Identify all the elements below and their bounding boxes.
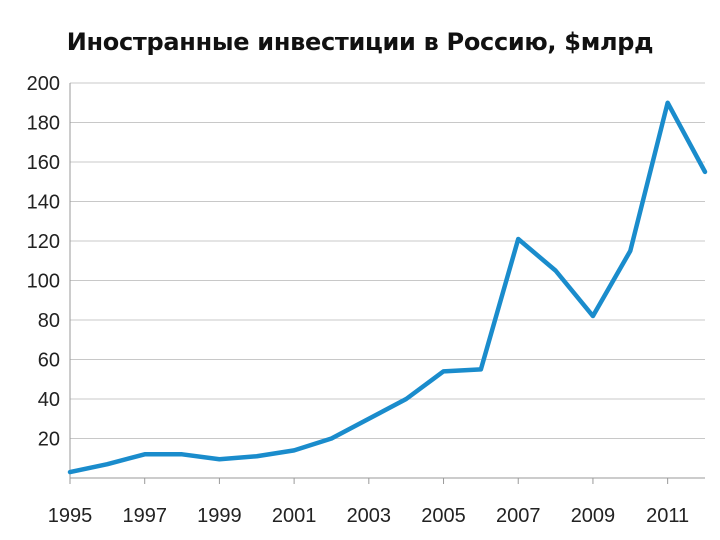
y-tick-labels: 20 40 60 80 100 120 140 160 180 200 [27, 73, 60, 451]
x-tick-label: 2011 [646, 505, 689, 527]
y-tick-label: 120 [27, 231, 60, 253]
y-tick-label: 160 [27, 152, 60, 174]
y-tick-label: 200 [27, 73, 60, 95]
x-tick-label: 1997 [122, 505, 167, 527]
series-layer [67, 100, 708, 475]
x-tick-labels: 1995 1997 1999 2001 2003 2005 2007 2009 2011 [48, 505, 689, 527]
x-tick-label: 2001 [272, 505, 317, 527]
y-tick-label: 40 [38, 389, 60, 411]
series-line-0 [67, 100, 708, 475]
y-tick-label: 140 [27, 192, 60, 214]
x-tick-label: 2009 [571, 505, 616, 527]
chart-title: Иностранные инвестиции в Россию, $млрд [66, 28, 654, 56]
x-tick-label: 2007 [496, 505, 541, 527]
x-tick-label: 1999 [197, 505, 242, 527]
y-tick-label: 20 [38, 429, 60, 451]
y-tick-label: 100 [27, 271, 60, 293]
axes [69, 83, 705, 484]
y-tick-label: 180 [27, 113, 60, 135]
y-tick-label: 60 [38, 350, 60, 372]
x-tick-label: 1995 [48, 505, 93, 527]
x-tick-label: 2003 [347, 505, 392, 527]
y-tick-label: 80 [38, 310, 60, 332]
x-tick-label: 2005 [421, 505, 466, 527]
gridlines [70, 82, 705, 439]
